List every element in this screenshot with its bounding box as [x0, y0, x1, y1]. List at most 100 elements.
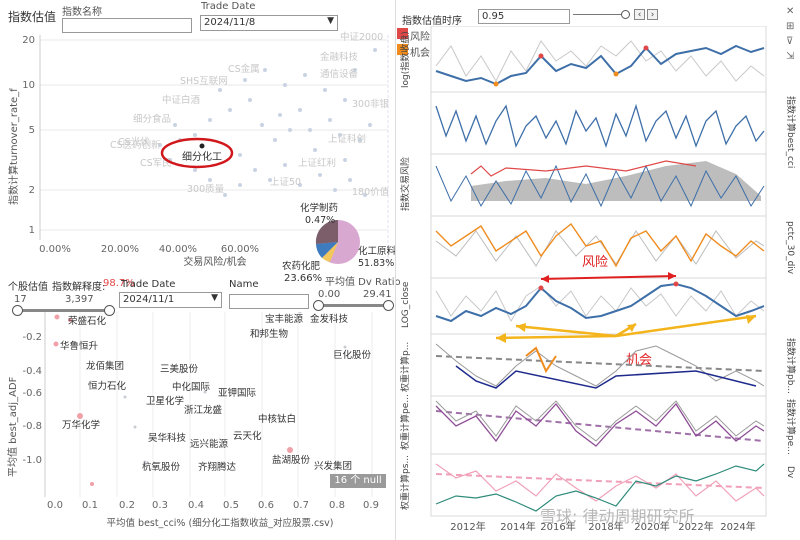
slider2-handle-right[interactable] — [383, 300, 394, 311]
point-label: 上证科创 — [328, 133, 366, 145]
chevron-down-icon: ▼ — [211, 293, 218, 303]
y-tick: -0.8 — [22, 421, 42, 432]
slider-handle-left[interactable] — [12, 305, 23, 316]
point-label: 上证红利 — [298, 157, 336, 169]
stock-label: 三美股份 — [160, 363, 199, 375]
panel-label: 权重计算pe... — [399, 394, 411, 450]
stock-valuation-title: 个股估值 — [8, 282, 48, 293]
stock-label: 盐湖股份 — [272, 454, 311, 466]
opp-annotation: 机会 — [626, 353, 652, 368]
panel-label: Dv — [785, 466, 795, 479]
stock-label: 亚钾国际 — [218, 387, 257, 399]
null-badge[interactable]: 16 个 null — [330, 474, 386, 488]
slider-min: 17 — [14, 294, 27, 305]
pie-label: 23.66% — [284, 273, 323, 284]
x-tick: 2022年 — [678, 520, 713, 533]
panel-label: 指数计算pb... — [785, 338, 797, 394]
x-tick: 2018年 — [588, 520, 623, 533]
stock-label: 齐翔腾达 — [198, 461, 237, 473]
prev-button[interactable]: ‹ — [634, 9, 645, 20]
panel-label: log(指数收盘) — [399, 31, 411, 88]
point-label: 300非银 — [352, 98, 390, 110]
x-tick: 2020年 — [634, 520, 669, 533]
stock-label: 浙江龙盛 — [184, 404, 223, 416]
filter-icon[interactable]: ⊽ — [786, 36, 794, 47]
y-tick: 20 — [22, 35, 35, 46]
panel-label: 指数计算best_cci — [785, 96, 797, 168]
panel-label: pctc_30_div — [785, 221, 795, 275]
name-input[interactable] — [229, 294, 309, 309]
dv-ratio-pie — [315, 219, 360, 264]
x-axis-label: 平均值 best_cci% (细分化工指数收益_对应股票.csv) — [107, 517, 334, 529]
highlight-circle — [160, 137, 234, 169]
trade-date-label: Trade Date — [201, 1, 256, 12]
panel-divider — [395, 0, 396, 540]
y-tick: 5 — [29, 125, 35, 136]
x-tick: 0.4 — [188, 500, 204, 511]
pie-label: 51.83% — [358, 258, 394, 269]
panel-label: 权重计算ps... — [399, 455, 411, 510]
point-label: CS医药创新 — [110, 139, 161, 151]
point-label: CS金属 — [228, 63, 260, 75]
point-label: CS军民 — [140, 158, 172, 169]
trade-date-value-2: 2024/11/1 — [123, 294, 175, 305]
y-tick: 1 — [29, 225, 35, 236]
index-name-input[interactable] — [62, 18, 192, 33]
chevron-down-icon: ▼ — [327, 16, 334, 26]
trade-date-label-2: Trade Date — [121, 279, 176, 290]
trade-date-select-2[interactable]: 2024/11/1 ▼ — [119, 292, 222, 308]
stock-label: 恒力石化 — [88, 380, 127, 392]
slider-handle-right[interactable] — [104, 305, 115, 316]
slider2-handle-left[interactable] — [313, 300, 324, 311]
stock-label: 荣盛石化 — [68, 315, 107, 327]
pie-caption: 平均值 Dv Ratio — [325, 277, 401, 288]
threshold-slider[interactable] — [573, 14, 625, 15]
y-tick: -0.2 — [22, 332, 42, 343]
index-valuation-title: 指数估值 — [8, 10, 57, 24]
stock-label: 和邦生物 — [250, 328, 289, 340]
next-button[interactable]: › — [647, 9, 658, 20]
pie-label: 0.47% — [305, 215, 335, 226]
stock-label: 巨化股份 — [333, 349, 372, 361]
x-tick: 0.2 — [119, 500, 135, 511]
threshold-slider-handle[interactable] — [621, 10, 630, 19]
name-label: Name — [229, 279, 259, 290]
slider2-min: 0.00 — [318, 289, 341, 300]
stock-label: 杭氧股份 — [142, 461, 181, 473]
y-tick: 2 — [29, 185, 35, 196]
y-axis-label: 平均值 best_adj_ADF — [6, 376, 19, 477]
threshold-input[interactable]: 0.95 — [478, 9, 570, 24]
explain-ratio-value: 98.7% — [103, 278, 135, 289]
highlight-label: 细分化工 — [182, 150, 222, 163]
highlight-point[interactable] — [199, 143, 205, 149]
x-tick: 2012年 — [450, 520, 485, 533]
trade-date-select[interactable]: 2024/11/8 ▼ — [200, 15, 338, 31]
point-label: 300质量 — [187, 183, 225, 195]
point-label: 180价值 — [352, 186, 390, 198]
range-slider[interactable] — [15, 309, 110, 312]
timeseries-charts: log(指数收盘) 指数交易风险 LOG_close 权重计算p... 权重计算… — [399, 26, 797, 533]
trade-date-value: 2024/11/8 — [204, 17, 256, 28]
explain-ratio-label: 指数解释度: — [52, 282, 106, 293]
y-tick: -1.0 — [22, 455, 42, 466]
pie-label: 化工原料 — [358, 245, 395, 257]
y-tick: -0.4 — [22, 366, 42, 377]
point-label: 通信设备 — [320, 68, 359, 80]
range-slider-2[interactable] — [318, 304, 388, 307]
expand-icon[interactable]: ⇲ — [786, 51, 795, 62]
x-tick: 60.00% — [221, 244, 259, 255]
stock-label: 万华化学 — [62, 419, 100, 431]
stock-label: 卫星化学 — [146, 395, 184, 407]
point-label: SHS互联网 — [180, 76, 228, 87]
pie-label: 化学制药 — [300, 202, 338, 214]
opp-legend-swatch — [397, 44, 408, 55]
pin-icon[interactable]: ⊞ — [786, 21, 795, 32]
y-axis-label: 指数计算turnover_rate_f — [7, 88, 20, 205]
x-tick: 0.5 — [223, 500, 239, 511]
x-tick: 2024年 — [720, 520, 755, 533]
stock-label: 兴发集团 — [314, 460, 352, 472]
close-icon[interactable]: ✕ — [786, 6, 795, 17]
x-tick: 0.6 — [258, 500, 274, 511]
x-tick: 0.1 — [82, 500, 98, 511]
x-tick: 0.7 — [293, 500, 309, 511]
